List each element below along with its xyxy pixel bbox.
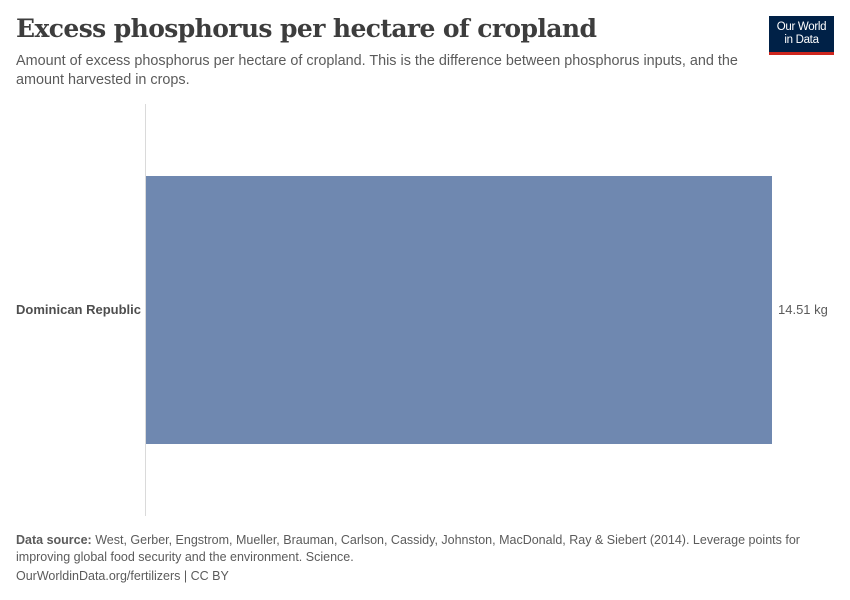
license-link[interactable]: CC BY	[190, 569, 229, 583]
entity-label: Dominican Republic	[16, 302, 141, 317]
data-source-label: Data source:	[16, 533, 92, 547]
chart-title: Excess phosphorus per hectare of croplan…	[16, 14, 597, 43]
chart-subtitle: Amount of excess phosphorus per hectare …	[16, 53, 738, 88]
fertilizers-link[interactable]: OurWorldinData.org/fertilizers	[16, 569, 181, 583]
data-source-text: West, Gerber, Engstrom, Mueller, Brauman…	[16, 533, 800, 564]
logo-line-2: in Data	[784, 34, 819, 46]
logo-line-1: Our World	[776, 21, 827, 33]
footer-separator: |	[180, 569, 191, 583]
y-axis-line	[145, 104, 146, 516]
footer: OurWorldinData.org/fertilizers | CC BY	[16, 569, 229, 583]
bar-dominican-republic[interactable]	[146, 176, 772, 444]
value-label: 14.51 kg	[778, 302, 828, 317]
data-source: Data source: West, Gerber, Engstrom, Mue…	[16, 532, 816, 565]
owid-logo[interactable]: Our World in Data	[769, 16, 834, 55]
